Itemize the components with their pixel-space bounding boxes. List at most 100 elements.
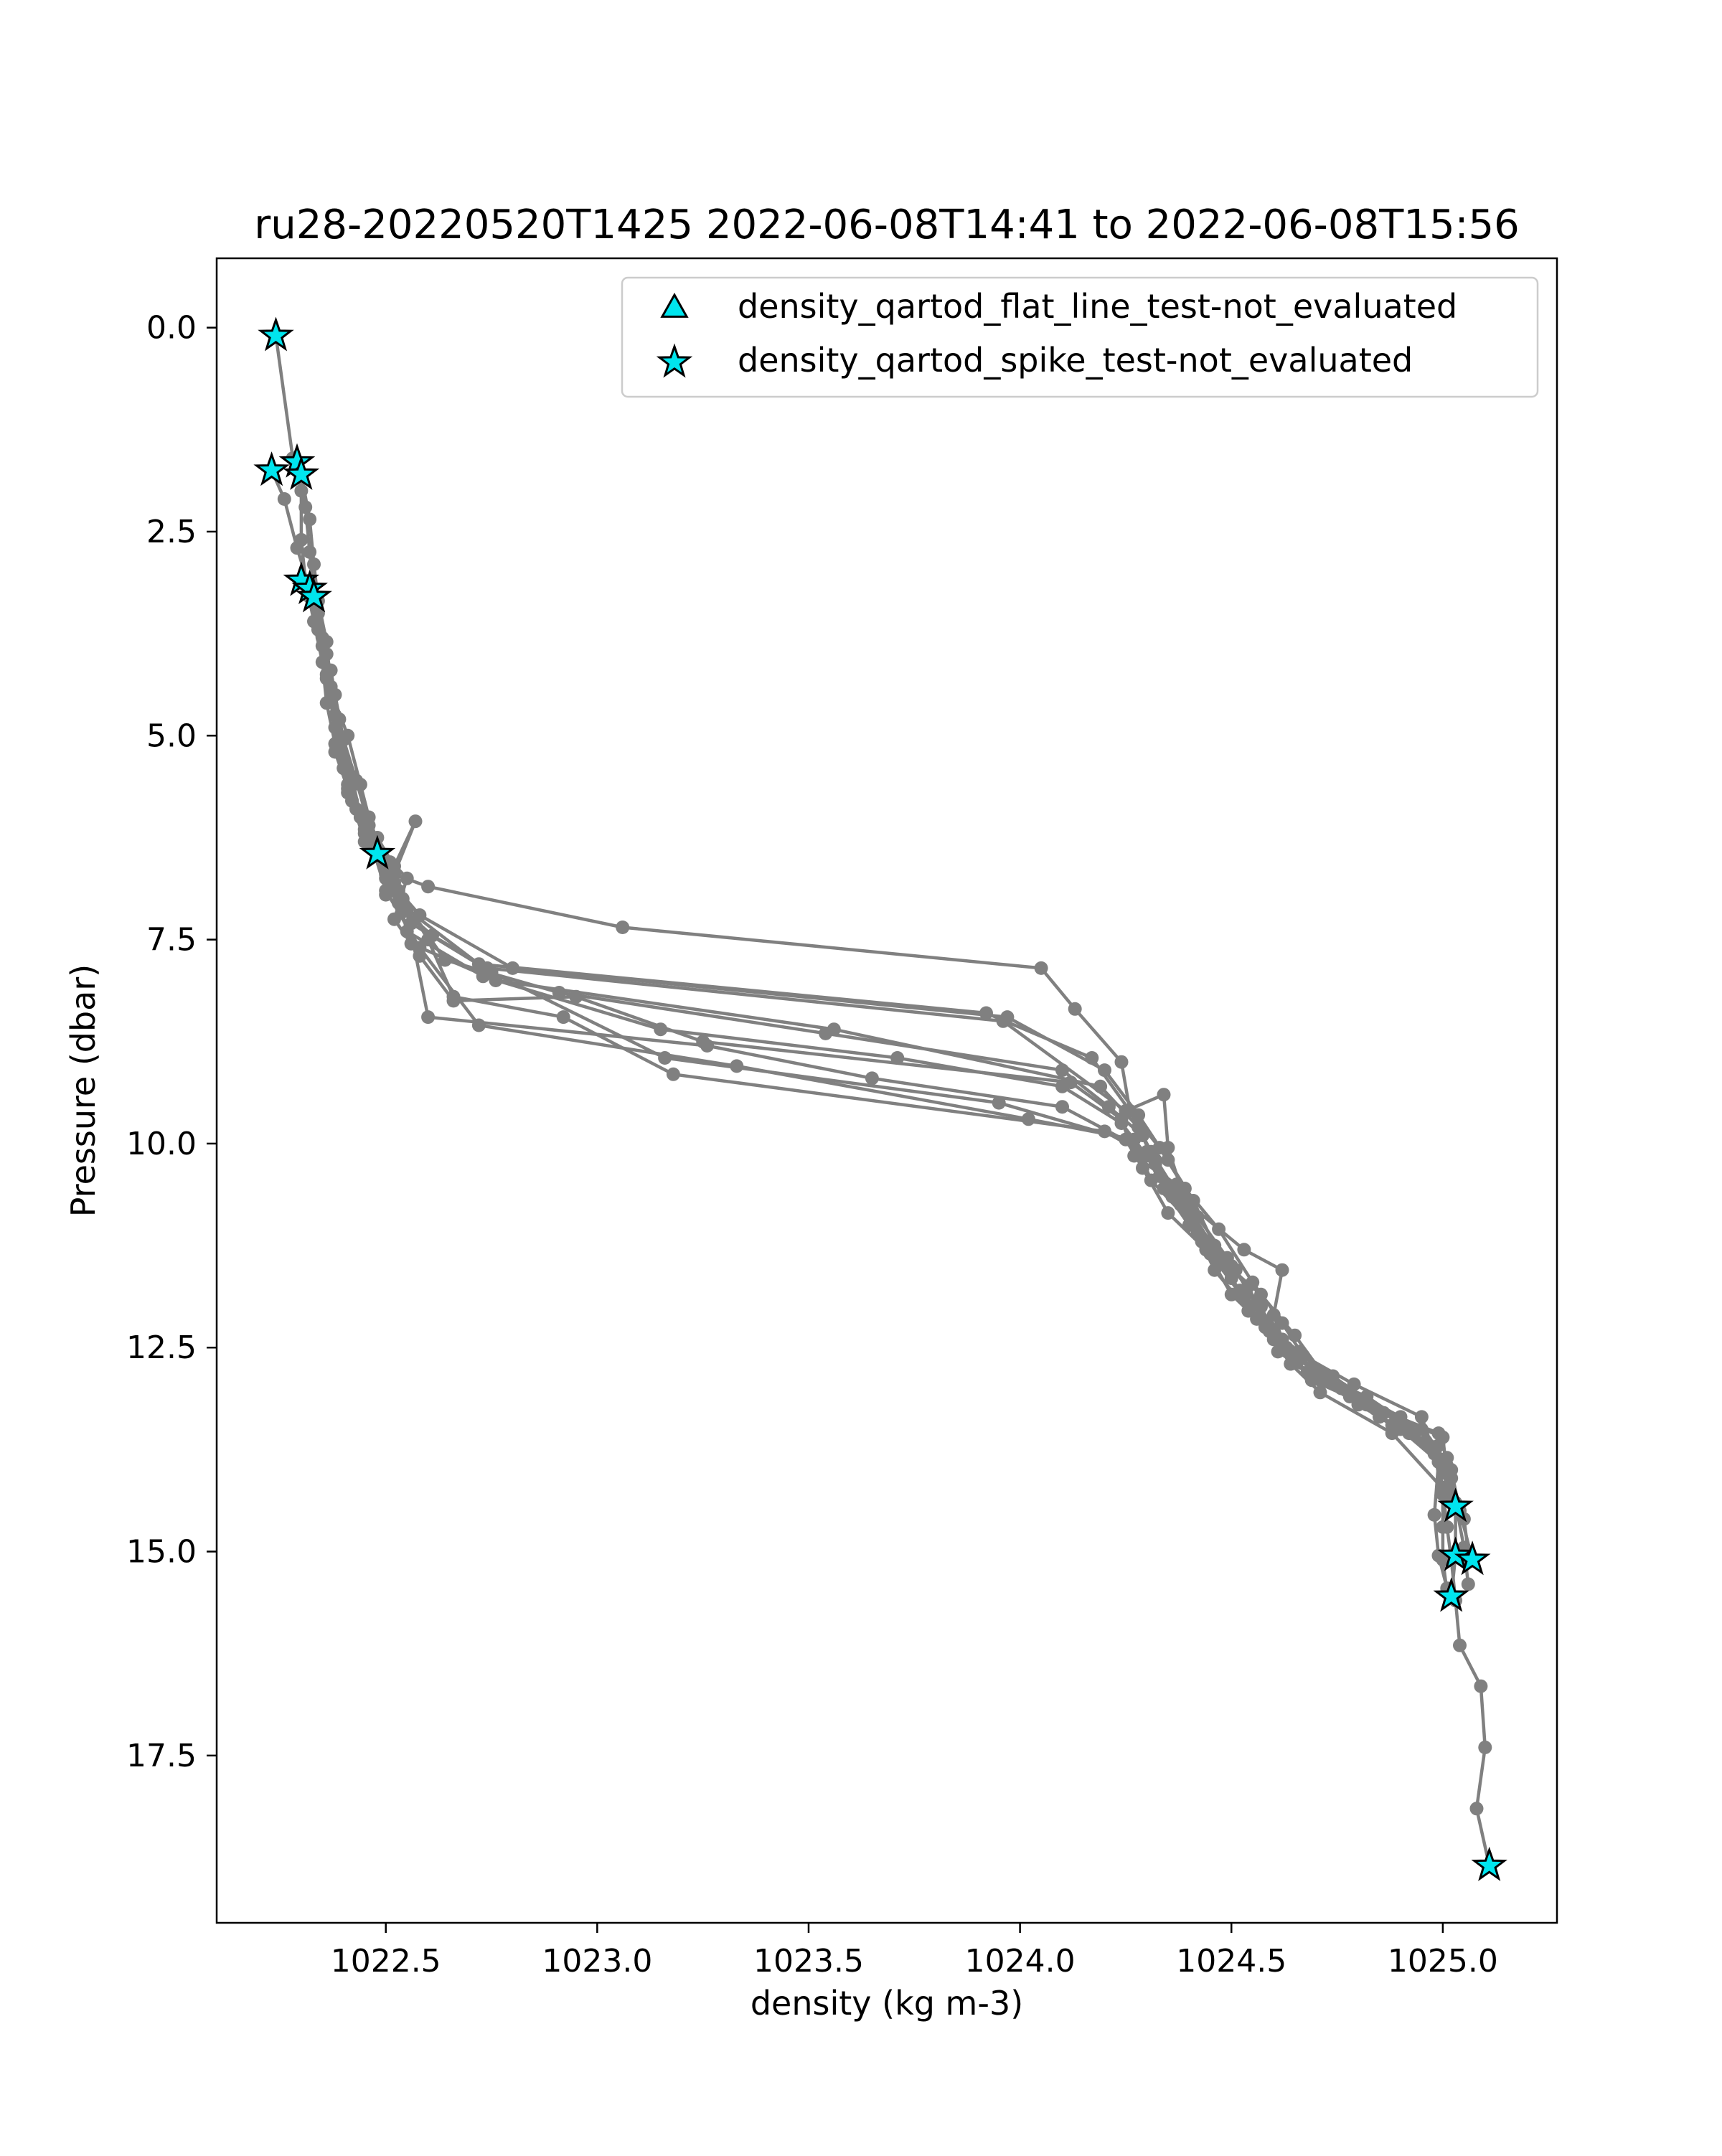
data-point [1436,1520,1450,1534]
y-tick-label: 10.0 [126,1126,197,1162]
spike-flag-marker [1437,1487,1474,1522]
plot-frame [215,257,1558,1924]
legend-label-spike: density_qartod_spike_test-not_evaluated [738,341,1413,380]
data-point [408,814,423,829]
data-point [319,667,334,682]
data-point [1237,1291,1251,1306]
data-point [1393,1410,1408,1424]
data-point [341,728,355,743]
data-point [996,1014,1010,1028]
y-tick-label: 12.5 [126,1329,197,1366]
data-point [1453,1638,1467,1652]
data-point [1208,1263,1222,1277]
data-point [290,541,304,555]
flag-markers [253,316,1507,1881]
data-point [556,1010,570,1025]
data-point [1228,1263,1243,1277]
data-point [696,1035,710,1049]
data-point [1131,1108,1146,1122]
legend-frame [621,276,1539,398]
data-point [1288,1328,1302,1342]
data-point [421,1010,436,1025]
data-point [616,921,630,934]
y-axis-ticks: 0.0 2.5 5.0 7.5 10.0 12.5 15.0 17.5 [126,310,217,1774]
x-tick-label: 1025.0 [1388,1943,1498,1980]
data-point [1440,1467,1454,1481]
y-tick-label: 7.5 [146,922,197,959]
data-point [489,974,503,987]
data-point [1461,1577,1475,1591]
data-point [446,994,461,1008]
profile-line [375,819,1470,1585]
data-point [379,888,393,902]
y-axis-label: Pressure (dbar) [64,964,103,1217]
data-point [1101,1100,1116,1114]
data-point [1098,1063,1111,1078]
y-tick-label: 5.0 [146,717,197,754]
data-point [1098,1124,1111,1139]
data-point [1144,1173,1158,1187]
legend: density_qartod_flat_line_test-not_evalua… [621,276,1539,398]
data-point [1148,1157,1162,1171]
x-axis-label: density (kg m-3) [751,1984,1023,2023]
y-tick-label: 0.0 [146,310,197,347]
spike-flag-marker [283,455,320,490]
data-point [1478,1741,1492,1754]
data-point [387,912,401,926]
data-point [1114,1055,1129,1069]
data-point [827,1022,841,1037]
spike-flag-marker [296,578,332,613]
data-point [425,928,439,943]
data-point [413,948,427,963]
data-point [1431,1426,1446,1441]
data-point [1161,1141,1175,1155]
data-point [865,1071,879,1086]
data-point [1317,1369,1332,1383]
data-point [1216,1255,1230,1269]
data-point [332,745,347,759]
data-point [307,557,321,571]
data-point [379,871,393,885]
y-tick-label: 2.5 [146,514,197,550]
spike-flag-marker [1471,1846,1507,1881]
x-tick-label: 1024.5 [1176,1943,1286,1980]
spike-flag-marker [359,834,396,870]
y-tick-label: 17.5 [126,1738,197,1774]
data-point [480,961,494,975]
data-point [400,871,414,885]
data-point [328,708,342,722]
data-point [303,512,317,527]
x-axis-ticks: 1022.5 1023.0 1023.5 1024.0 1024.5 1025.0 [331,1923,1498,1980]
data-point [1119,1103,1133,1118]
data-point [1427,1507,1441,1522]
data-point [1034,961,1048,975]
spike-flag-marker [1433,1577,1469,1612]
data-point [1127,1149,1142,1163]
data-point [1474,1679,1488,1693]
profile-series [265,329,1497,1873]
data-point [1469,1802,1484,1816]
data-point [1237,1243,1251,1257]
data-point [421,880,436,894]
data-point [1284,1357,1298,1371]
data-point [506,961,519,975]
spike-flag-marker [1454,1540,1491,1576]
data-point [1262,1320,1276,1334]
data-point [1131,1120,1146,1134]
legend-star-icon [656,343,693,378]
data-point [1224,1287,1238,1301]
data-point [1161,1206,1175,1220]
x-tick-label: 1023.0 [542,1943,652,1980]
data-point [341,786,355,800]
data-point [666,1067,680,1081]
chart-title: ru28-20220520T1425 2022-06-08T14:41 to 2… [254,202,1519,248]
data-point [404,936,418,951]
data-point [1275,1263,1289,1277]
legend-triangle-icon [660,292,689,318]
data-point [1093,1079,1108,1093]
legend-label-flat-line: density_qartod_flat_line_test-not_evalua… [738,287,1457,326]
data-point [1431,1455,1446,1469]
data-point [1304,1373,1319,1388]
data-point [1313,1385,1327,1400]
